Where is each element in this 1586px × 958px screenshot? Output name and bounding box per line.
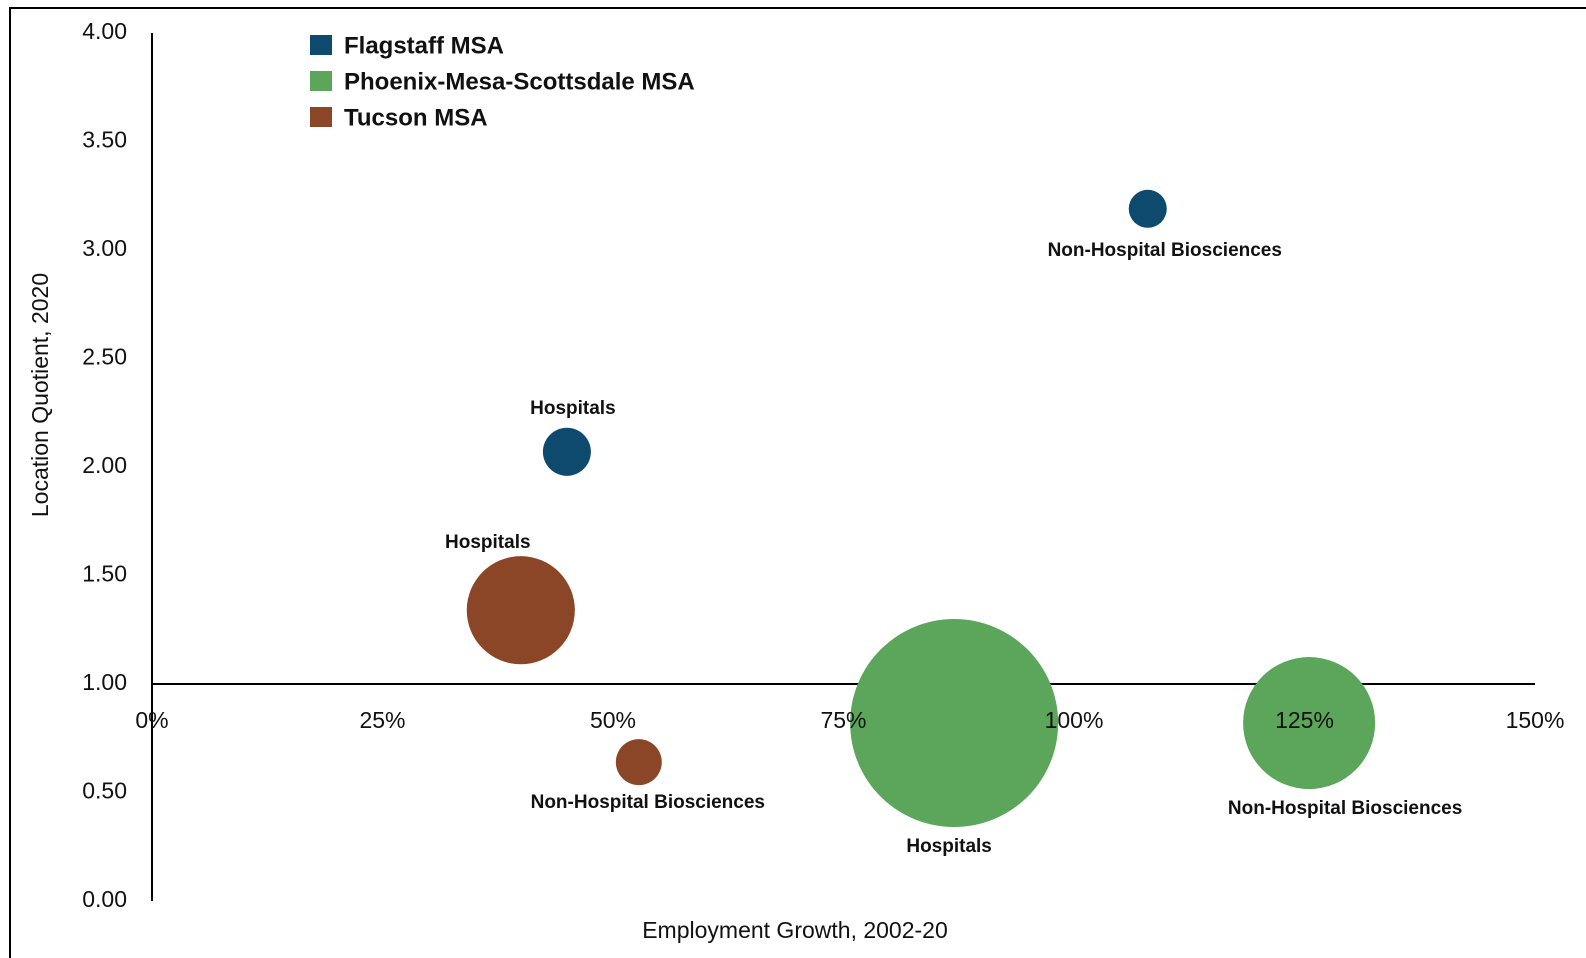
y-tick-label: 2.00 xyxy=(82,452,127,478)
y-tick-label: 0.50 xyxy=(82,778,127,804)
y-tick-label: 0.00 xyxy=(82,886,127,912)
legend-label: Flagstaff MSA xyxy=(344,32,504,59)
legend-swatch xyxy=(310,107,332,127)
x-tick-label: 100% xyxy=(1045,707,1104,733)
x-tick-label: 25% xyxy=(359,707,405,733)
bubble xyxy=(1128,189,1167,228)
bubble xyxy=(466,556,575,665)
y-tick-label: 2.50 xyxy=(82,344,127,370)
bubble xyxy=(615,739,662,786)
x-axis-title: Employment Growth, 2002-20 xyxy=(642,917,948,943)
x-tick-label: 0% xyxy=(135,707,168,733)
data-label: Non-Hospital Biosciences xyxy=(1048,240,1282,261)
data-label: Non-Hospital Biosciences xyxy=(531,792,765,813)
legend-swatch xyxy=(310,35,332,55)
y-tick-label: 3.00 xyxy=(82,235,127,261)
y-tick-label: 3.50 xyxy=(82,127,127,153)
legend-label: Phoenix-Mesa-Scottsdale MSA xyxy=(344,68,695,95)
y-axis-title: Location Quotient, 2020 xyxy=(27,273,53,517)
bubble xyxy=(542,427,591,476)
y-tick-label: 4.00 xyxy=(82,18,127,44)
data-label: Hospitals xyxy=(906,836,992,857)
x-tick-label: 150% xyxy=(1506,707,1565,733)
frame xyxy=(9,7,1586,958)
x-tick-label: 50% xyxy=(590,707,636,733)
legend-swatch xyxy=(310,71,332,91)
bubble xyxy=(850,619,1059,828)
legend-label: Tucson MSA xyxy=(344,104,488,131)
data-label: Hospitals xyxy=(530,398,616,419)
y-tick-label: 1.50 xyxy=(82,561,127,587)
y-tick-label: 1.00 xyxy=(82,669,127,695)
x-tick-label: 125% xyxy=(1275,707,1334,733)
bubble xyxy=(1243,657,1376,790)
x-tick-label: 75% xyxy=(820,707,866,733)
data-label: Non-Hospital Biosciences xyxy=(1228,798,1462,819)
data-label: Hospitals xyxy=(445,532,531,553)
